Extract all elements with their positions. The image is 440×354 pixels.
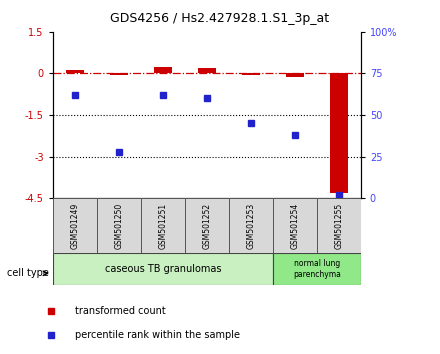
Text: GSM501255: GSM501255 (334, 202, 343, 249)
Text: GSM501253: GSM501253 (246, 202, 255, 249)
Bar (53, 198, 97, 253)
Bar (141, 198, 185, 253)
Bar (185, 198, 229, 253)
Bar (273, 198, 317, 253)
Bar (97, 198, 141, 253)
Bar (330, 74, 348, 193)
Text: normal lung
parenchyma: normal lung parenchyma (293, 259, 341, 279)
Bar (229, 198, 273, 253)
Bar (273, 253, 361, 285)
Text: cell type: cell type (7, 268, 48, 278)
Bar (242, 74, 260, 75)
Text: GSM501254: GSM501254 (290, 202, 299, 249)
Bar (198, 68, 216, 74)
Text: caseous TB granulomas: caseous TB granulomas (105, 264, 221, 274)
Text: GSM501251: GSM501251 (158, 202, 167, 249)
Bar (154, 67, 172, 74)
Text: transformed count: transformed count (75, 306, 165, 316)
Bar (317, 198, 361, 253)
Text: GSM501249: GSM501249 (70, 202, 79, 249)
Bar (66, 70, 84, 74)
Text: GDS4256 / Hs2.427928.1.S1_3p_at: GDS4256 / Hs2.427928.1.S1_3p_at (110, 12, 330, 25)
Bar (286, 74, 304, 77)
Text: GSM501252: GSM501252 (202, 202, 211, 249)
Bar (53, 253, 273, 285)
Bar (110, 74, 128, 75)
Text: GSM501250: GSM501250 (114, 202, 123, 249)
Text: percentile rank within the sample: percentile rank within the sample (75, 330, 240, 340)
